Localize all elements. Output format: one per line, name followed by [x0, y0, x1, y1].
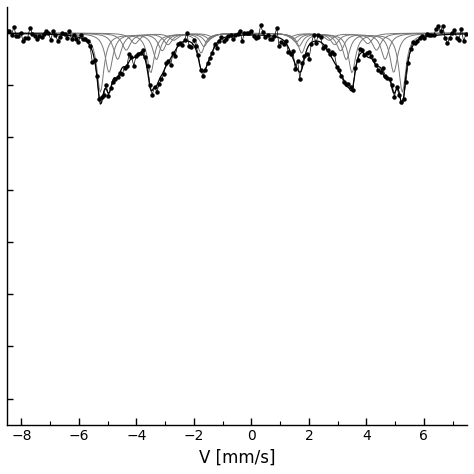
X-axis label: V [mm/s]: V [mm/s]: [199, 449, 275, 467]
